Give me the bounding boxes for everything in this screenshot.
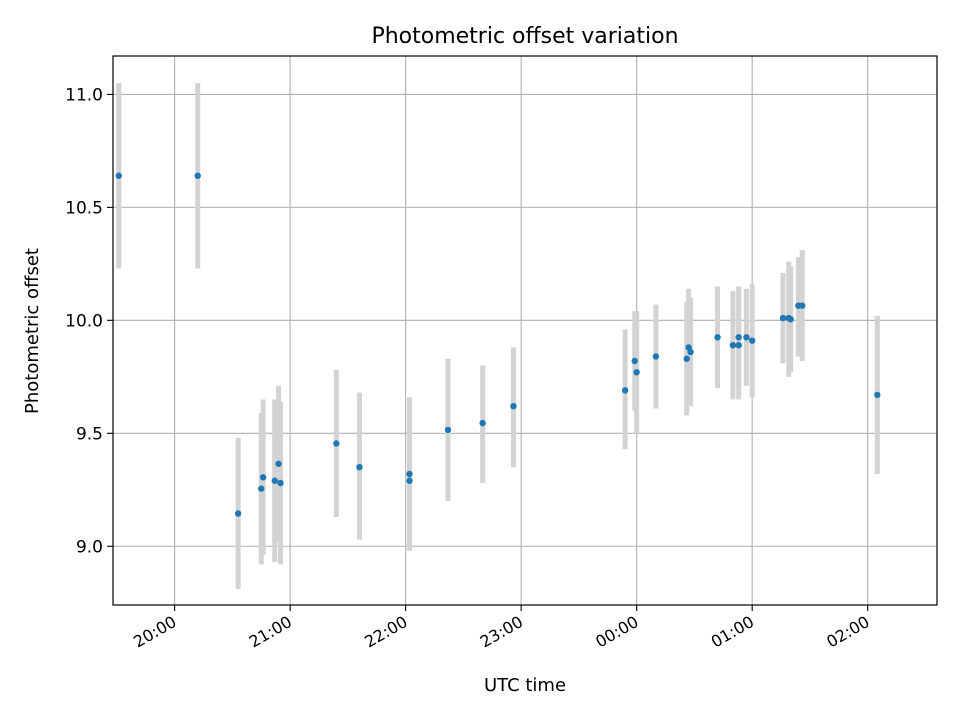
data-point xyxy=(631,357,638,365)
data-point xyxy=(779,314,787,322)
data-point xyxy=(115,172,122,179)
data-point xyxy=(748,337,756,344)
data-point xyxy=(194,172,201,179)
data-point xyxy=(874,391,881,399)
data-points xyxy=(115,172,881,517)
data-point xyxy=(735,341,742,349)
data-point xyxy=(683,355,690,362)
data-point xyxy=(652,353,660,360)
y-tick-label: 9.5 xyxy=(76,424,103,444)
data-point xyxy=(479,419,486,427)
data-point xyxy=(406,470,413,478)
y-axis-label: Photometric offset xyxy=(22,248,43,414)
data-point xyxy=(743,334,750,341)
data-point xyxy=(787,316,794,323)
data-point xyxy=(510,402,517,410)
data-point xyxy=(729,341,737,349)
y-tick-label: 9.0 xyxy=(76,537,103,557)
data-point xyxy=(444,426,452,434)
x-axis-label: UTC time xyxy=(484,675,566,696)
data-point xyxy=(799,302,806,309)
y-tick-label: 10.0 xyxy=(65,311,103,331)
data-point xyxy=(633,369,640,376)
y-tick-label: 11.0 xyxy=(65,85,103,105)
axes-frame xyxy=(112,55,938,606)
y-axis-ticks: 9.0 9.5 10.0 10.5 11.0 xyxy=(65,85,113,557)
data-point xyxy=(333,440,340,447)
data-point xyxy=(621,387,629,394)
data-point xyxy=(406,477,413,484)
y-tick-label: 10.5 xyxy=(65,198,103,218)
data-point xyxy=(277,479,284,487)
data-point xyxy=(258,485,265,492)
data-point xyxy=(234,510,242,517)
data-point xyxy=(356,463,363,471)
data-point xyxy=(275,460,282,467)
chart-title: Photometric offset variation xyxy=(371,24,678,49)
data-point xyxy=(714,334,721,341)
data-point xyxy=(259,474,267,481)
data-point xyxy=(735,334,742,341)
data-point xyxy=(271,477,278,484)
data-point xyxy=(687,348,694,356)
